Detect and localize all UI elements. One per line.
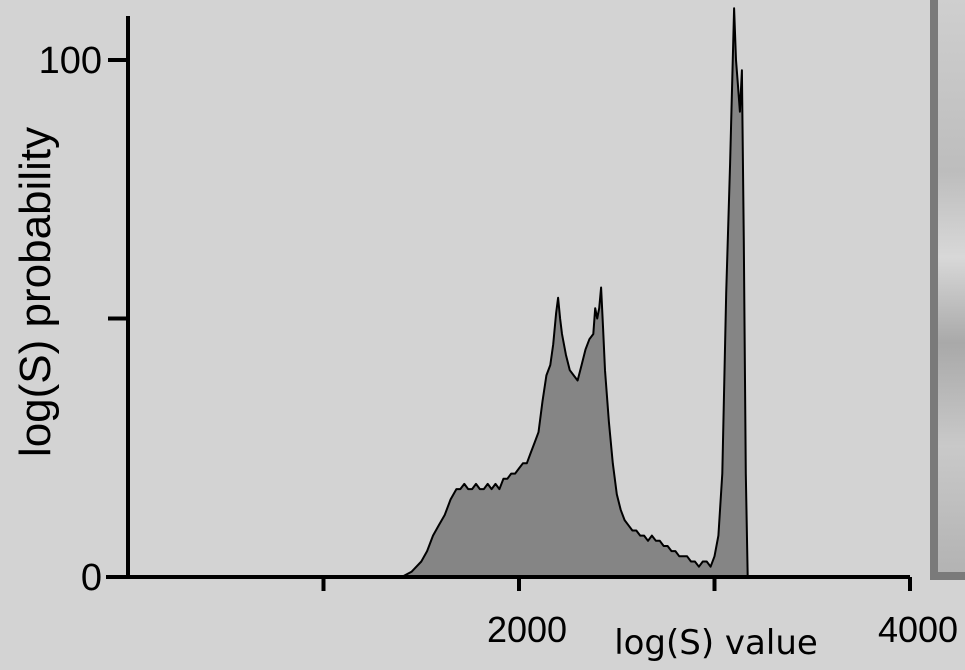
plot-area xyxy=(400,7,775,578)
side-image xyxy=(938,0,965,572)
side-image-panel xyxy=(930,0,965,580)
x-tick-label-4000: 4000 xyxy=(878,609,958,650)
y-axis-title: log(S) probability xyxy=(11,127,60,457)
y-tick-label-0: 0 xyxy=(81,557,102,599)
series-area-0 xyxy=(400,7,775,578)
x-tick-label-2000: 2000 xyxy=(487,609,567,650)
y-tick-label-100: 100 xyxy=(39,40,102,82)
labels: 0 100 2000 4000 log(S) value log(S) probabili… xyxy=(11,40,958,663)
x-axis-title: log(S) value xyxy=(614,623,818,663)
axes xyxy=(106,16,912,591)
